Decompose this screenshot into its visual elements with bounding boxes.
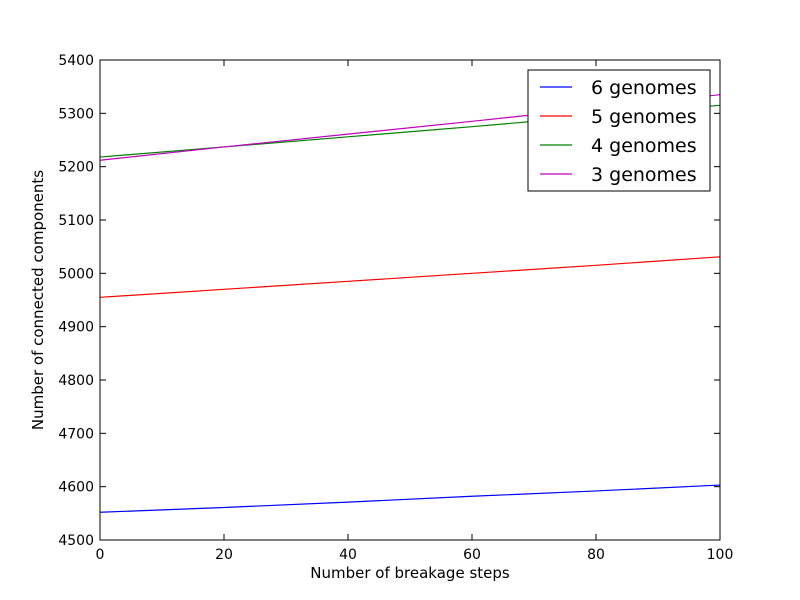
x-tick-label: 100 xyxy=(707,547,734,563)
y-tick-label: 5400 xyxy=(58,53,94,69)
legend-label-1: 6 genomes xyxy=(591,77,697,99)
y-tick-label: 4500 xyxy=(58,533,94,549)
x-tick-label: 20 xyxy=(215,547,233,563)
y-tick-label: 4800 xyxy=(58,373,94,389)
y-tick-label: 4600 xyxy=(58,480,94,496)
x-tick-label: 80 xyxy=(587,547,605,563)
y-tick-label: 5000 xyxy=(58,266,94,282)
x-tick-label: 60 xyxy=(463,547,481,563)
series-line-2 xyxy=(100,256,720,298)
series-line-1 xyxy=(100,484,720,513)
x-tick-label: 0 xyxy=(96,547,105,563)
x-tick-label: 40 xyxy=(339,547,357,563)
x-axis-label: Number of breakage steps xyxy=(310,564,510,582)
ticks-layer: 0 20 40 60 80 100 4500 4600 4700 4800 4900 5000 5100… xyxy=(58,53,733,563)
legend: 6 genomes 5 genomes 4 genomes 3 genomes xyxy=(527,69,711,192)
legend-label-2: 5 genomes xyxy=(591,106,697,128)
plot-area-frame xyxy=(99,59,721,541)
legend-frame xyxy=(527,69,711,192)
legend-label-3: 4 genomes xyxy=(591,135,697,157)
y-tick-label: 5200 xyxy=(58,160,94,176)
y-tick-label: 4700 xyxy=(58,426,94,442)
legend-label-4: 3 genomes xyxy=(591,164,697,186)
y-tick-label: 5100 xyxy=(58,213,94,229)
y-tick-label: 5300 xyxy=(58,106,94,122)
y-axis-label: Number of connected components xyxy=(29,170,47,430)
y-tick-label: 4900 xyxy=(58,320,94,336)
